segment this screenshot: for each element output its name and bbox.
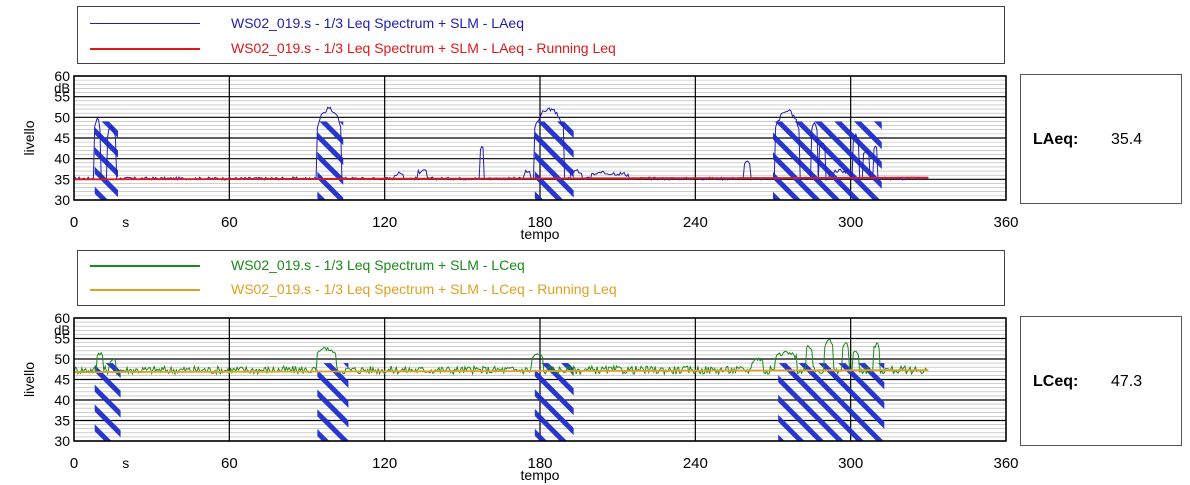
y-tick-label: 50 — [54, 109, 70, 125]
legend-label-laeq-running: WS02_019.s - 1/3 Leq Spectrum + SLM - LA… — [231, 40, 616, 56]
y-tick-label: 60 — [54, 310, 70, 326]
y-tick-label: 30 — [54, 192, 70, 208]
series-line-2 — [74, 176, 929, 181]
x-tick-label: 180 — [527, 214, 552, 231]
laeq-value: 35.4 — [1111, 131, 1143, 148]
laeq-value-box: LAeq: 35.4 — [1020, 74, 1182, 204]
x-axis-label: tempo — [521, 226, 560, 242]
hatch-region — [773, 121, 882, 200]
y-axis-label: livello — [21, 362, 37, 397]
x-unit-label: s — [122, 214, 129, 230]
legend-item-lceq: WS02_019.s - 1/3 Leq Spectrum + SLM - LC… — [78, 256, 1004, 276]
hatch-region — [94, 363, 121, 441]
x-tick-label: 60 — [221, 455, 238, 472]
y-tick-label: 55 — [54, 331, 70, 347]
y-tick-label: 55 — [54, 89, 70, 105]
legend-label-lceq: WS02_019.s - 1/3 Leq Spectrum + SLM - LC… — [231, 257, 525, 273]
legend-swatch-laeq-running — [90, 48, 200, 50]
y-tick-label: 30 — [54, 433, 70, 449]
hatch-region — [534, 363, 574, 441]
x-tick-label: 360 — [993, 455, 1018, 472]
y-tick-label: 60 — [54, 68, 70, 84]
y-tick-label: 45 — [54, 372, 70, 388]
x-tick-label: 0 — [70, 214, 78, 231]
x-axis-label: tempo — [521, 467, 560, 483]
hatch-region — [534, 121, 574, 200]
x-tick-label: 360 — [993, 214, 1018, 231]
legend-item-laeq-running: WS02_019.s - 1/3 Leq Spectrum + SLM - LA… — [78, 39, 1004, 59]
x-tick-label: 0 — [70, 455, 78, 472]
legend-item-lceq-running: WS02_019.s - 1/3 Leq Spectrum + SLM - LC… — [78, 280, 1004, 300]
lceq-value-label: LCeq: — [1033, 373, 1079, 390]
x-tick-label: 120 — [372, 214, 397, 231]
x-tick-label: 240 — [683, 214, 708, 231]
legend-label-laeq: WS02_019.s - 1/3 Leq Spectrum + SLM - LA… — [231, 15, 524, 31]
series-line-2 — [74, 369, 929, 373]
y-tick-label: 35 — [54, 413, 70, 429]
y-tick-label: 35 — [54, 171, 70, 187]
x-tick-label: 300 — [838, 214, 863, 231]
plot-frame — [73, 75, 1007, 201]
top-legend: WS02_019.s - 1/3 Leq Spectrum + SLM - LA… — [77, 6, 1005, 64]
legend-swatch-lceq — [90, 265, 200, 267]
y-unit-label: dB — [54, 322, 70, 337]
hatch-region — [317, 121, 344, 200]
legend-label-lceq-running: WS02_019.s - 1/3 Leq Spectrum + SLM - LC… — [231, 281, 617, 297]
hatch-region — [778, 363, 885, 441]
bottom-legend: WS02_019.s - 1/3 Leq Spectrum + SLM - LC… — [77, 250, 1005, 306]
y-tick-label: 45 — [54, 130, 70, 146]
legend-item-laeq: WS02_019.s - 1/3 Leq Spectrum + SLM - LA… — [78, 14, 1004, 34]
hatch-region — [317, 363, 349, 441]
x-tick-label: 180 — [527, 455, 552, 472]
x-tick-label: 240 — [683, 455, 708, 472]
laeq-value-label: LAeq: — [1033, 131, 1079, 148]
x-tick-label: 120 — [372, 455, 397, 472]
y-unit-label: dB — [54, 80, 70, 95]
series-line-1 — [73, 106, 929, 182]
y-axis-label: livello — [21, 120, 37, 155]
y-tick-label: 50 — [54, 351, 70, 367]
lceq-value: 47.3 — [1111, 373, 1143, 390]
y-tick-label: 40 — [54, 392, 70, 408]
lceq-value-box: LCeq: 47.3 — [1020, 316, 1182, 446]
series-line-1 — [73, 338, 929, 376]
y-tick-label: 40 — [54, 151, 70, 167]
plot-frame — [73, 317, 1007, 442]
x-tick-label: 300 — [838, 455, 863, 472]
legend-swatch-laeq — [90, 23, 200, 24]
x-unit-label: s — [122, 455, 129, 471]
legend-swatch-lceq-running — [90, 289, 200, 291]
x-tick-label: 60 — [221, 214, 238, 231]
